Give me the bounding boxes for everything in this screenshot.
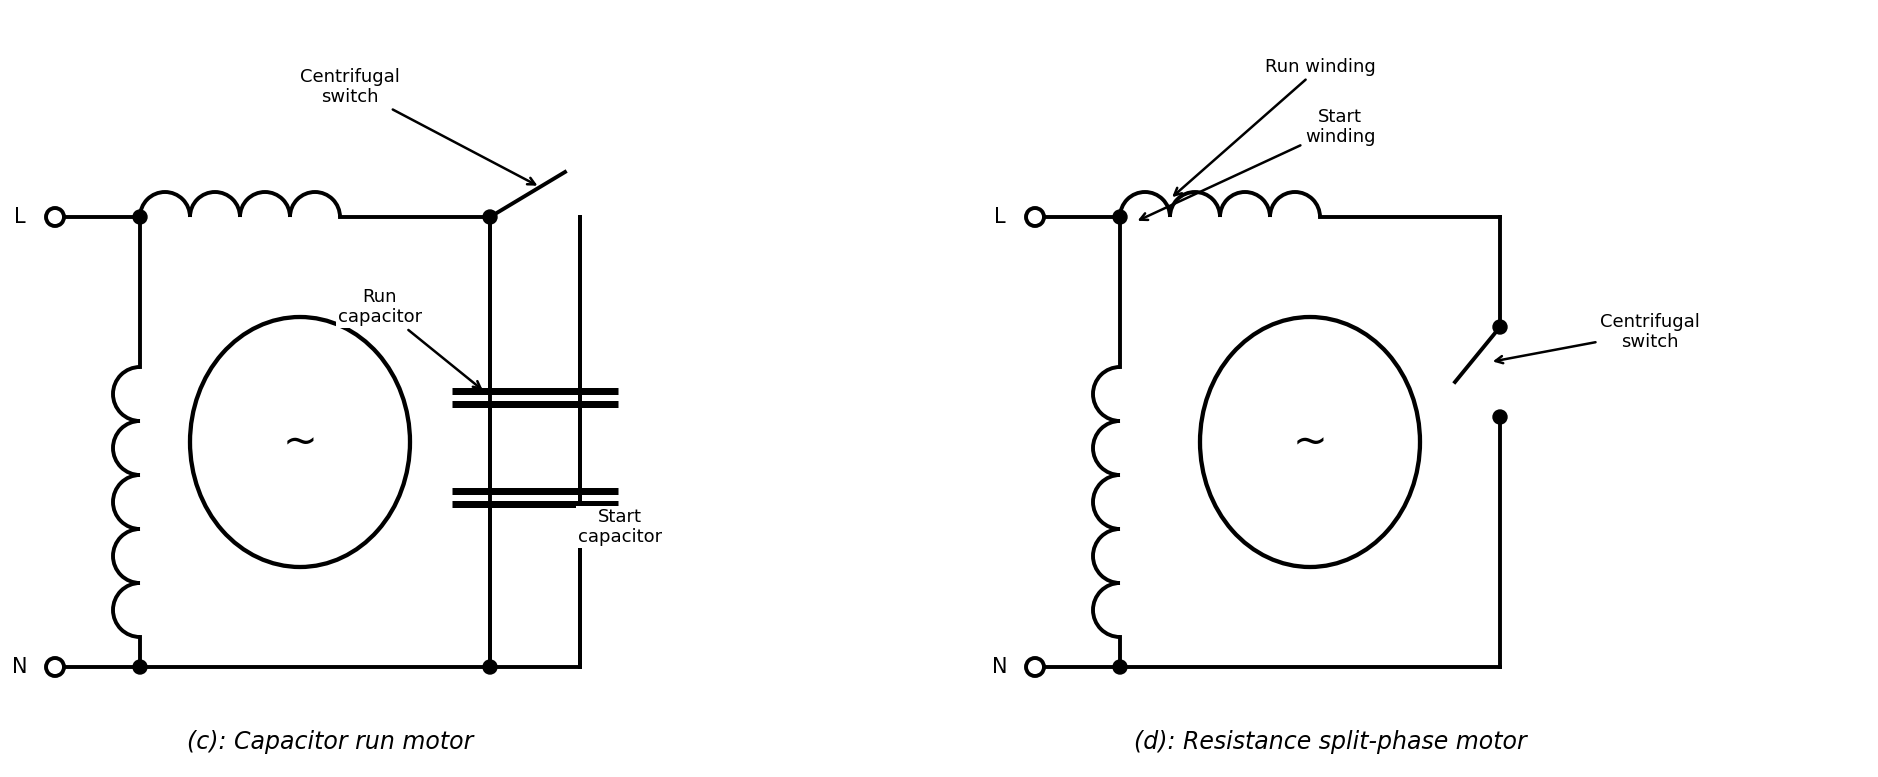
Circle shape [483,660,498,674]
Text: Run
capacitor: Run capacitor [338,287,481,388]
Text: L: L [15,207,26,227]
Circle shape [133,210,146,224]
Text: ~: ~ [1292,421,1328,463]
Text: Centrifugal
switch: Centrifugal switch [1495,312,1700,363]
Text: N: N [13,657,28,677]
Text: Start
winding: Start winding [1140,107,1375,220]
Text: (d): Resistance split-phase motor: (d): Resistance split-phase motor [1134,730,1527,754]
Text: ~: ~ [282,421,317,463]
Circle shape [1025,658,1044,676]
Text: (c): Capacitor run motor: (c): Capacitor run motor [186,730,473,754]
Circle shape [45,658,64,676]
Circle shape [133,660,146,674]
Circle shape [1493,320,1506,334]
Circle shape [1114,660,1127,674]
Circle shape [1493,410,1506,424]
Circle shape [45,208,64,226]
Text: Centrifugal
switch: Centrifugal switch [300,68,535,184]
Circle shape [1114,210,1127,224]
Text: N: N [992,657,1008,677]
Text: L: L [993,207,1007,227]
Text: Run winding: Run winding [1174,58,1375,195]
Text: Start
capacitor: Start capacitor [578,504,663,546]
Circle shape [1025,208,1044,226]
Circle shape [483,210,498,224]
